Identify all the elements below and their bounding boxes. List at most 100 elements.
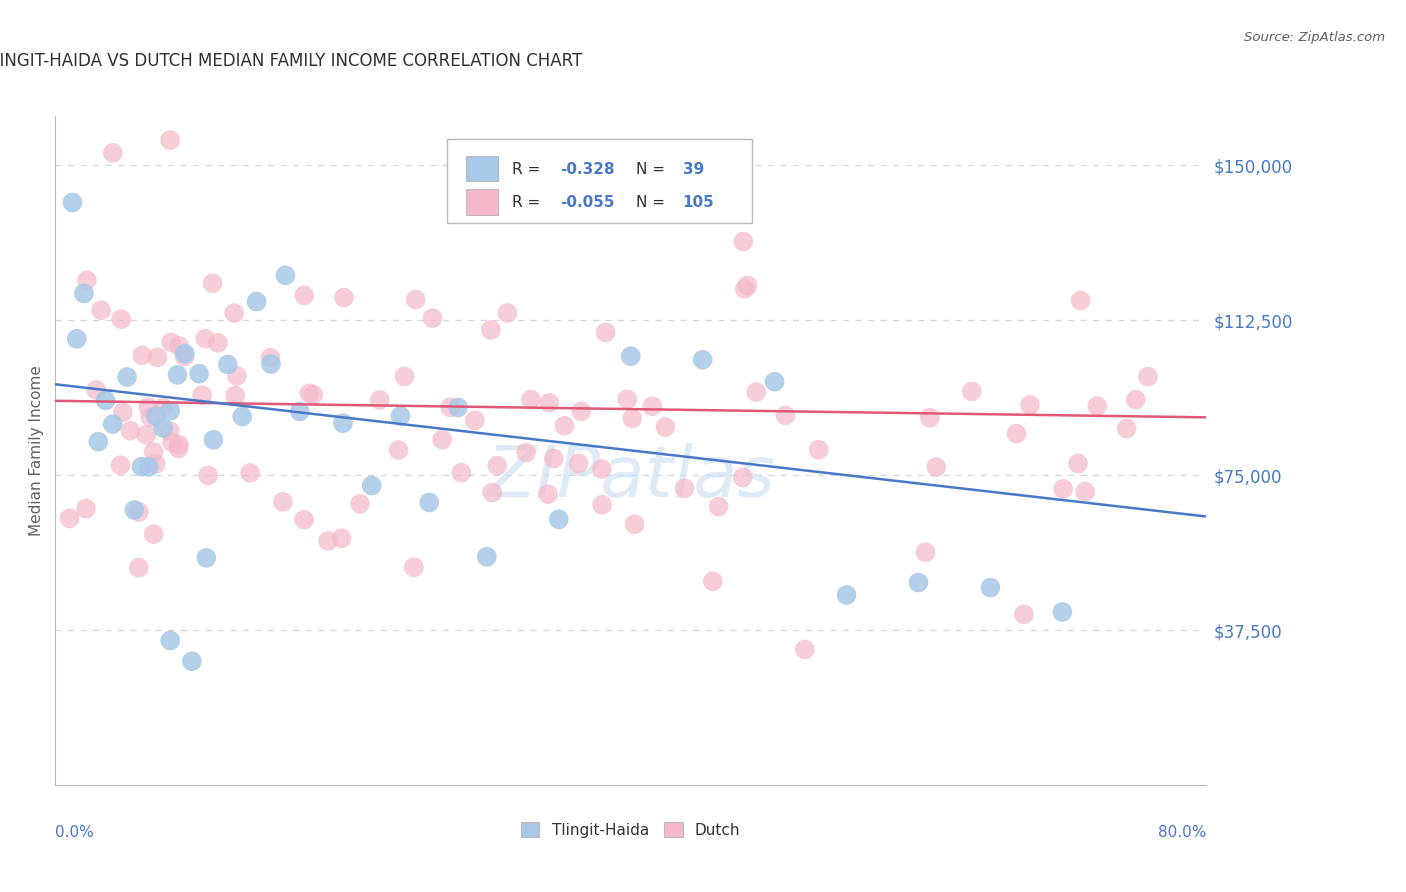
Point bbox=[486, 458, 509, 473]
Point bbox=[152, 421, 174, 435]
Point bbox=[1067, 457, 1090, 471]
Point bbox=[925, 460, 948, 475]
Point bbox=[94, 393, 117, 408]
Point bbox=[128, 505, 150, 519]
Point bbox=[90, 303, 112, 318]
Point bbox=[1125, 392, 1147, 407]
Point bbox=[571, 404, 593, 418]
Point bbox=[960, 384, 983, 399]
Point bbox=[547, 512, 569, 526]
Point bbox=[159, 404, 181, 418]
Point bbox=[1115, 421, 1137, 435]
Point bbox=[641, 399, 664, 413]
Point bbox=[1074, 484, 1097, 499]
Point bbox=[167, 442, 190, 456]
Point bbox=[101, 145, 124, 160]
Point bbox=[745, 385, 768, 400]
Point bbox=[1005, 426, 1028, 441]
Point bbox=[360, 478, 382, 492]
Point bbox=[387, 443, 409, 458]
Point bbox=[316, 533, 339, 548]
Point bbox=[195, 550, 218, 565]
Point bbox=[87, 434, 110, 449]
Point bbox=[702, 574, 724, 589]
Point bbox=[595, 326, 617, 340]
Point bbox=[553, 418, 575, 433]
Point bbox=[166, 368, 188, 382]
Point bbox=[110, 312, 132, 326]
Point bbox=[1052, 605, 1074, 619]
Text: R =: R = bbox=[512, 195, 546, 211]
Point bbox=[173, 346, 195, 360]
Point bbox=[389, 409, 412, 423]
Point bbox=[84, 383, 107, 397]
Point bbox=[737, 278, 759, 293]
Point bbox=[418, 495, 440, 509]
Point bbox=[146, 351, 169, 365]
Point bbox=[159, 424, 181, 438]
Point bbox=[422, 311, 444, 326]
Point bbox=[131, 348, 153, 362]
Point bbox=[450, 466, 472, 480]
Point bbox=[479, 323, 502, 337]
Point bbox=[654, 420, 676, 434]
Point bbox=[538, 396, 561, 410]
Text: 80.0%: 80.0% bbox=[1159, 825, 1206, 840]
Point bbox=[259, 351, 281, 365]
Bar bbox=[467, 189, 498, 215]
Point bbox=[167, 438, 190, 452]
Point bbox=[707, 500, 730, 514]
Text: TLINGIT-HAIDA VS DUTCH MEDIAN FAMILY INCOME CORRELATION CHART: TLINGIT-HAIDA VS DUTCH MEDIAN FAMILY INC… bbox=[0, 52, 582, 70]
Point bbox=[145, 409, 167, 423]
Text: 0.0%: 0.0% bbox=[55, 825, 94, 840]
Point bbox=[288, 404, 311, 418]
Point bbox=[330, 531, 353, 545]
Point bbox=[159, 133, 181, 147]
Text: R =: R = bbox=[512, 161, 546, 177]
Text: N =: N = bbox=[637, 161, 671, 177]
Point bbox=[1070, 293, 1092, 308]
Point bbox=[918, 410, 941, 425]
Point bbox=[131, 459, 153, 474]
Point bbox=[239, 466, 262, 480]
Point bbox=[136, 401, 159, 415]
Point bbox=[124, 503, 146, 517]
Point bbox=[66, 332, 89, 346]
Point bbox=[142, 527, 165, 541]
Point bbox=[159, 633, 181, 648]
Point bbox=[271, 495, 294, 509]
Point bbox=[207, 335, 229, 350]
Point bbox=[623, 517, 645, 532]
Point bbox=[139, 410, 162, 425]
Point bbox=[405, 293, 427, 307]
Point bbox=[616, 392, 638, 407]
Point bbox=[110, 458, 132, 473]
Point bbox=[76, 273, 98, 287]
Point bbox=[142, 445, 165, 459]
Point bbox=[349, 497, 371, 511]
Point bbox=[447, 401, 470, 415]
Point bbox=[160, 435, 183, 450]
Point bbox=[246, 294, 269, 309]
Point bbox=[191, 388, 214, 402]
Point bbox=[135, 427, 157, 442]
Point bbox=[475, 549, 498, 564]
Point bbox=[394, 369, 416, 384]
Point bbox=[447, 167, 470, 181]
Point bbox=[224, 388, 246, 402]
Point bbox=[775, 409, 797, 423]
Point bbox=[188, 367, 211, 381]
Point bbox=[101, 417, 124, 431]
Point bbox=[298, 386, 321, 401]
Point bbox=[591, 498, 613, 512]
Point bbox=[496, 306, 519, 320]
Point bbox=[217, 358, 239, 372]
Point bbox=[1012, 607, 1035, 622]
Point bbox=[120, 424, 142, 438]
Point bbox=[368, 392, 391, 407]
Point bbox=[464, 413, 486, 427]
FancyBboxPatch shape bbox=[447, 139, 752, 223]
Point bbox=[734, 282, 756, 296]
Text: Source: ZipAtlas.com: Source: ZipAtlas.com bbox=[1244, 31, 1385, 45]
Point bbox=[835, 588, 858, 602]
